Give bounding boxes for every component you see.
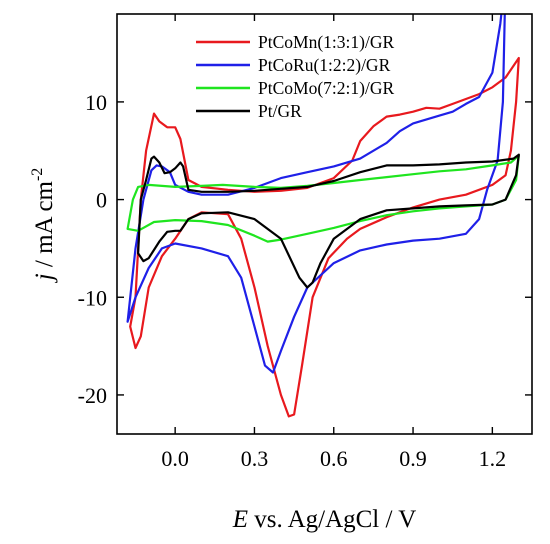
tick-layer: 0.0 0.3 0.6 0.9 1.2 10 0 -10 -20: [78, 14, 532, 471]
x-tick-label: 0.0: [161, 446, 189, 471]
series-line-4: [137, 153, 520, 289]
y-tick-label: -10: [78, 285, 107, 310]
x-axis-title-text: vs. Ag/AgCl / V: [248, 506, 416, 533]
y-tick-label: 10: [85, 90, 107, 115]
series-layer: [126, 14, 520, 418]
x-axis-title-symbol: E: [232, 506, 248, 533]
x-tick-label: 0.9: [399, 446, 427, 471]
x-axis-title: E vs. Ag/AgCl / V: [232, 506, 417, 533]
series-line-2: [126, 14, 506, 374]
series-line-1: [129, 56, 520, 418]
x-tick-label: 0.6: [320, 446, 348, 471]
y-axis-title-symbol: j: [31, 273, 58, 283]
legend-label-3: PtCoMo(7:2:1)/GR: [258, 78, 394, 98]
y-tick-label: -20: [78, 383, 107, 408]
plot-frame: [116, 13, 533, 435]
x-tick-label: 0.3: [241, 446, 269, 471]
y-axis-title-text: / mA cm: [31, 180, 58, 273]
legend: PtCoMn(1:3:1)/GR PtCoRu(1:2:2)/GR PtCoMo(7…: [196, 32, 394, 121]
legend-label-4: Pt/GR: [258, 101, 302, 121]
y-tick-label: 0: [96, 188, 107, 213]
legend-label-1: PtCoMn(1:3:1)/GR: [258, 32, 394, 52]
legend-label-2: PtCoRu(1:2:2)/GR: [258, 55, 391, 75]
y-axis-title-superscript: -2: [29, 168, 46, 181]
x-tick-label: 1.2: [479, 446, 507, 471]
y-axis-title: j / mA cm-2: [29, 168, 58, 284]
